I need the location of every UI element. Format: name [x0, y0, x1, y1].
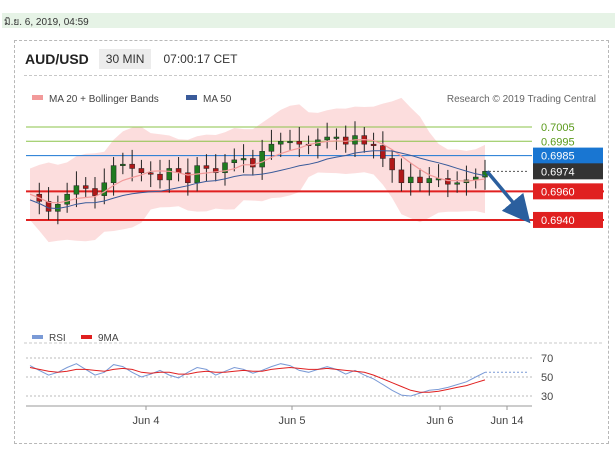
- rsi-tick-50: 50: [541, 372, 553, 384]
- timestamp: มิ.ย. 6, 2019, 04:59: [4, 17, 89, 28]
- level-label-0.6960: 0.6960: [541, 186, 575, 198]
- level-tag-0.6960: [533, 183, 603, 200]
- x-axis-ticks: Jun 4 Jun 5 Jun 6 Jun 14: [133, 406, 524, 427]
- header-divider: [24, 75, 602, 76]
- level-label-0.6940: 0.6940: [541, 215, 575, 227]
- forecast-arrow: [485, 170, 531, 224]
- candle: [380, 145, 386, 159]
- rsi-tick-30: 30: [541, 391, 553, 403]
- candle: [287, 141, 293, 144]
- candle: [240, 158, 247, 161]
- candle: [73, 185, 80, 195]
- rsi-ma9-line: [29, 366, 486, 393]
- timeframe-badge: 30 MIN: [98, 49, 152, 69]
- level-label-0.7005: 0.7005: [541, 122, 575, 134]
- candle: [296, 141, 303, 145]
- chart-time: 07:00:17 CET: [163, 52, 238, 66]
- rsi-legend-swatch: [32, 335, 43, 339]
- candle: [454, 182, 460, 185]
- candle: [212, 168, 219, 174]
- level-tag-0.6985: [533, 147, 603, 164]
- candle: [417, 176, 423, 184]
- candle: [166, 168, 173, 181]
- bollinger-band-layer: [30, 97, 485, 243]
- x-tick-Jun-5: Jun 5: [279, 415, 306, 427]
- candle: [426, 178, 433, 184]
- candle: [324, 136, 330, 141]
- x-tick-Jun-14: Jun 14: [490, 415, 523, 427]
- ma20-legend-label: MA 20 + Bollinger Bands: [49, 94, 159, 105]
- candle: [250, 158, 256, 168]
- candle: [101, 182, 108, 196]
- rsi-tick-70: 70: [541, 353, 553, 365]
- candle: [82, 185, 89, 189]
- level-label-0.6985: 0.6985: [541, 151, 575, 163]
- candle: [268, 143, 275, 152]
- ma50-line: [29, 150, 486, 210]
- candle: [259, 151, 265, 168]
- candle: [157, 173, 163, 181]
- candle: [64, 193, 70, 205]
- candle: [129, 163, 135, 169]
- candle: [185, 172, 191, 184]
- ma20-legend-swatch: [32, 95, 43, 100]
- level-labels-layer: 0.7005 0.6995 0.6985 0.6974 0.6960 0.6940: [533, 122, 603, 228]
- ma50-legend-label: MA 50: [203, 94, 232, 105]
- candle: [222, 162, 228, 174]
- level-label-0.6974: 0.6974: [541, 166, 575, 178]
- candle: [231, 159, 238, 163]
- candle: [407, 176, 414, 184]
- candle: [120, 163, 126, 166]
- moving-average-layer: [29, 138, 531, 224]
- level-label-0.6995: 0.6995: [541, 136, 575, 148]
- rsi-legend-label: RSI: [49, 333, 66, 344]
- candle: [147, 172, 154, 175]
- x-tick-Jun-6: Jun 6: [427, 415, 454, 427]
- watermark: Research © 2019 Trading Central: [447, 94, 596, 105]
- candle: [138, 168, 145, 174]
- candle: [277, 141, 284, 145]
- ma9-legend-swatch: [81, 335, 92, 339]
- candle: [203, 165, 210, 169]
- date-strip: [2, 13, 615, 28]
- candle: [333, 136, 340, 139]
- instrument-name: AUD/USD: [25, 51, 89, 67]
- candles-layer: [36, 121, 488, 225]
- candle: [389, 158, 395, 171]
- bollinger-band: [30, 97, 485, 243]
- level-tag-0.6940: [533, 211, 603, 228]
- rsi-layer: 70 50 30: [26, 353, 553, 403]
- candle: [110, 165, 117, 184]
- x-tick-Jun-4: Jun 4: [133, 415, 160, 427]
- level-tag-0.6974: [533, 163, 603, 180]
- ma50-legend-swatch: [186, 95, 197, 100]
- candle: [370, 143, 377, 146]
- chart-header: AUD/USD 30 MIN 07:00:17 CET: [25, 48, 238, 70]
- candle: [398, 169, 405, 184]
- ma20-line: [29, 138, 486, 204]
- candle: [445, 178, 451, 185]
- top-bar: มิ.ย. 6, 2019, 04:59: [0, 0, 615, 28]
- candle: [92, 188, 98, 196]
- ma9-legend-label: 9MA: [98, 333, 119, 344]
